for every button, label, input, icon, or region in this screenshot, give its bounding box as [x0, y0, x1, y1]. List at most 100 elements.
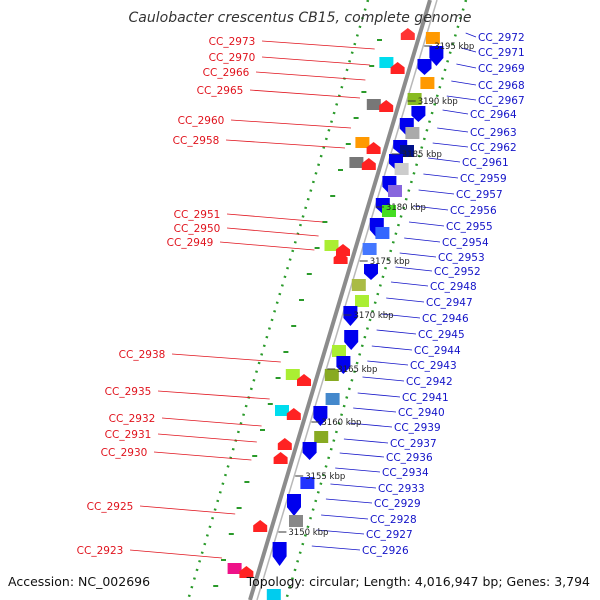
forward-gene-box [351, 279, 366, 291]
reverse-gene-arrow [400, 28, 415, 40]
forward-gene-label: CC_2955 [446, 221, 493, 233]
reverse-gene-box [324, 240, 339, 251]
reverse-gene-arrow [297, 374, 311, 386]
forward-gene-label: CC_2957 [456, 189, 503, 201]
forward-gene-arrow [313, 406, 328, 426]
reverse-label-leader [249, 89, 361, 99]
reverse-label-leader [226, 213, 323, 223]
reverse-label-leader [157, 390, 270, 400]
forward-gene-arrow [344, 330, 359, 350]
reverse-strand-dotted-track [186, 0, 370, 600]
reverse-gene-arrow [253, 520, 268, 532]
forward-gene-box [405, 127, 420, 139]
reverse-gene-arrow [379, 100, 394, 112]
kbp-tick-label: 3175 kbp [370, 257, 410, 267]
forward-gene-label: CC_2936 [386, 452, 433, 464]
reverse-label-leader [261, 56, 370, 66]
forward-label-leader [357, 392, 401, 398]
reverse-label-leader [255, 71, 366, 81]
reverse-gene-box [366, 99, 381, 110]
backbone-line [248, 0, 432, 600]
forward-gene-label: CC_2947 [426, 297, 473, 309]
forward-gene-box [400, 145, 414, 157]
forward-gene-label: CC_2972 [478, 32, 525, 44]
kbp-tick-label: 3160 kbp [321, 418, 361, 428]
forward-gene-label: CC_2941 [402, 392, 449, 404]
reverse-label-leader [157, 433, 257, 443]
forward-gene-label: CC_2959 [460, 173, 507, 185]
forward-gene-label: CC_2953 [438, 252, 485, 264]
forward-label-leader [335, 467, 381, 473]
forward-gene-box [314, 431, 329, 443]
forward-gene-label: CC_2946 [422, 313, 469, 325]
forward-label-leader [432, 142, 469, 148]
kbp-tick-label: 3195 kbp [434, 42, 474, 52]
forward-label-leader [371, 345, 413, 351]
forward-label-leader [353, 407, 397, 413]
reverse-gene-box [227, 563, 242, 574]
forward-gene-label: CC_2945 [418, 329, 465, 341]
forward-gene-arrow [302, 442, 317, 460]
forward-gene-label: CC_2933 [378, 483, 425, 495]
forward-label-leader [390, 281, 429, 287]
forward-label-leader [451, 80, 477, 86]
reverse-gene-label: CC_2932 [109, 413, 156, 425]
forward-label-leader [367, 360, 409, 366]
forward-gene-label: CC_2944 [414, 345, 461, 357]
forward-gene-label: CC_2956 [450, 205, 497, 217]
reverse-gene-label: CC_2923 [77, 545, 124, 557]
forward-gene-arrow [343, 306, 358, 326]
forward-label-leader [311, 545, 361, 551]
forward-label-leader [404, 237, 441, 243]
label-leader-lines [129, 32, 477, 559]
forward-label-leader [399, 252, 437, 258]
forward-label-leader [395, 266, 433, 272]
forward-gene-arrow [411, 106, 426, 122]
accession-text: Accession: NC_002696 [8, 574, 150, 589]
reverse-gene-label: CC_2973 [209, 36, 256, 48]
reverse-gene-arrow [277, 438, 292, 450]
forward-gene-arrow [336, 356, 351, 374]
reverse-label-leader [261, 40, 375, 50]
reverse-gene-label: CC_2960 [178, 115, 225, 127]
forward-label-leader [376, 329, 417, 335]
reverse-gene-label: CC_2949 [167, 237, 214, 249]
reverse-gene-label: CC_2951 [174, 209, 221, 221]
forward-label-leader [456, 63, 477, 69]
reverse-gene-label: CC_2938 [119, 349, 166, 361]
reverse-gene-arrow [361, 158, 376, 170]
forward-gene-box [266, 589, 281, 600]
forward-gene-label: CC_2927 [366, 529, 413, 541]
forward-gene-label: CC_2937 [390, 438, 437, 450]
kbp-tick-label: 3170 kbp [354, 311, 394, 321]
forward-label-leader [348, 422, 393, 428]
reverse-gene-arrow [333, 252, 348, 264]
forward-gene-label: CC_2928 [370, 514, 417, 526]
kbp-tick-label: 3180 kbp [386, 203, 426, 213]
forward-gene-box [355, 295, 369, 307]
forward-label-leader [386, 297, 425, 303]
forward-gene-box [382, 205, 396, 217]
forward-gene-arrow [364, 264, 378, 280]
forward-label-leader [325, 498, 373, 504]
forward-gene-label: CC_2964 [470, 109, 517, 121]
forward-gene-arrow [429, 46, 444, 66]
kbp-tick-label: 3190 kbp [418, 97, 458, 107]
kbp-tick-label: 3185 kbp [402, 150, 442, 160]
reverse-gene-arrow [366, 142, 381, 154]
forward-label-leader [461, 47, 477, 53]
forward-gene-arrow [272, 542, 287, 566]
forward-gene-label: CC_2962 [470, 142, 517, 154]
forward-strand-dotted-track [284, 0, 468, 600]
reverse-gene-label: CC_2925 [87, 501, 134, 513]
forward-gene-label: CC_2943 [410, 360, 457, 372]
reverse-label-leader [139, 505, 236, 515]
forward-gene-label: CC_2940 [398, 407, 445, 419]
forward-gene-box [420, 77, 435, 89]
forward-gene-label: CC_2971 [478, 47, 525, 59]
forward-gene-box [325, 393, 340, 405]
forward-label-leader [442, 109, 469, 115]
reverse-gene-label: CC_2958 [173, 135, 220, 147]
forward-gene-box [362, 243, 377, 255]
